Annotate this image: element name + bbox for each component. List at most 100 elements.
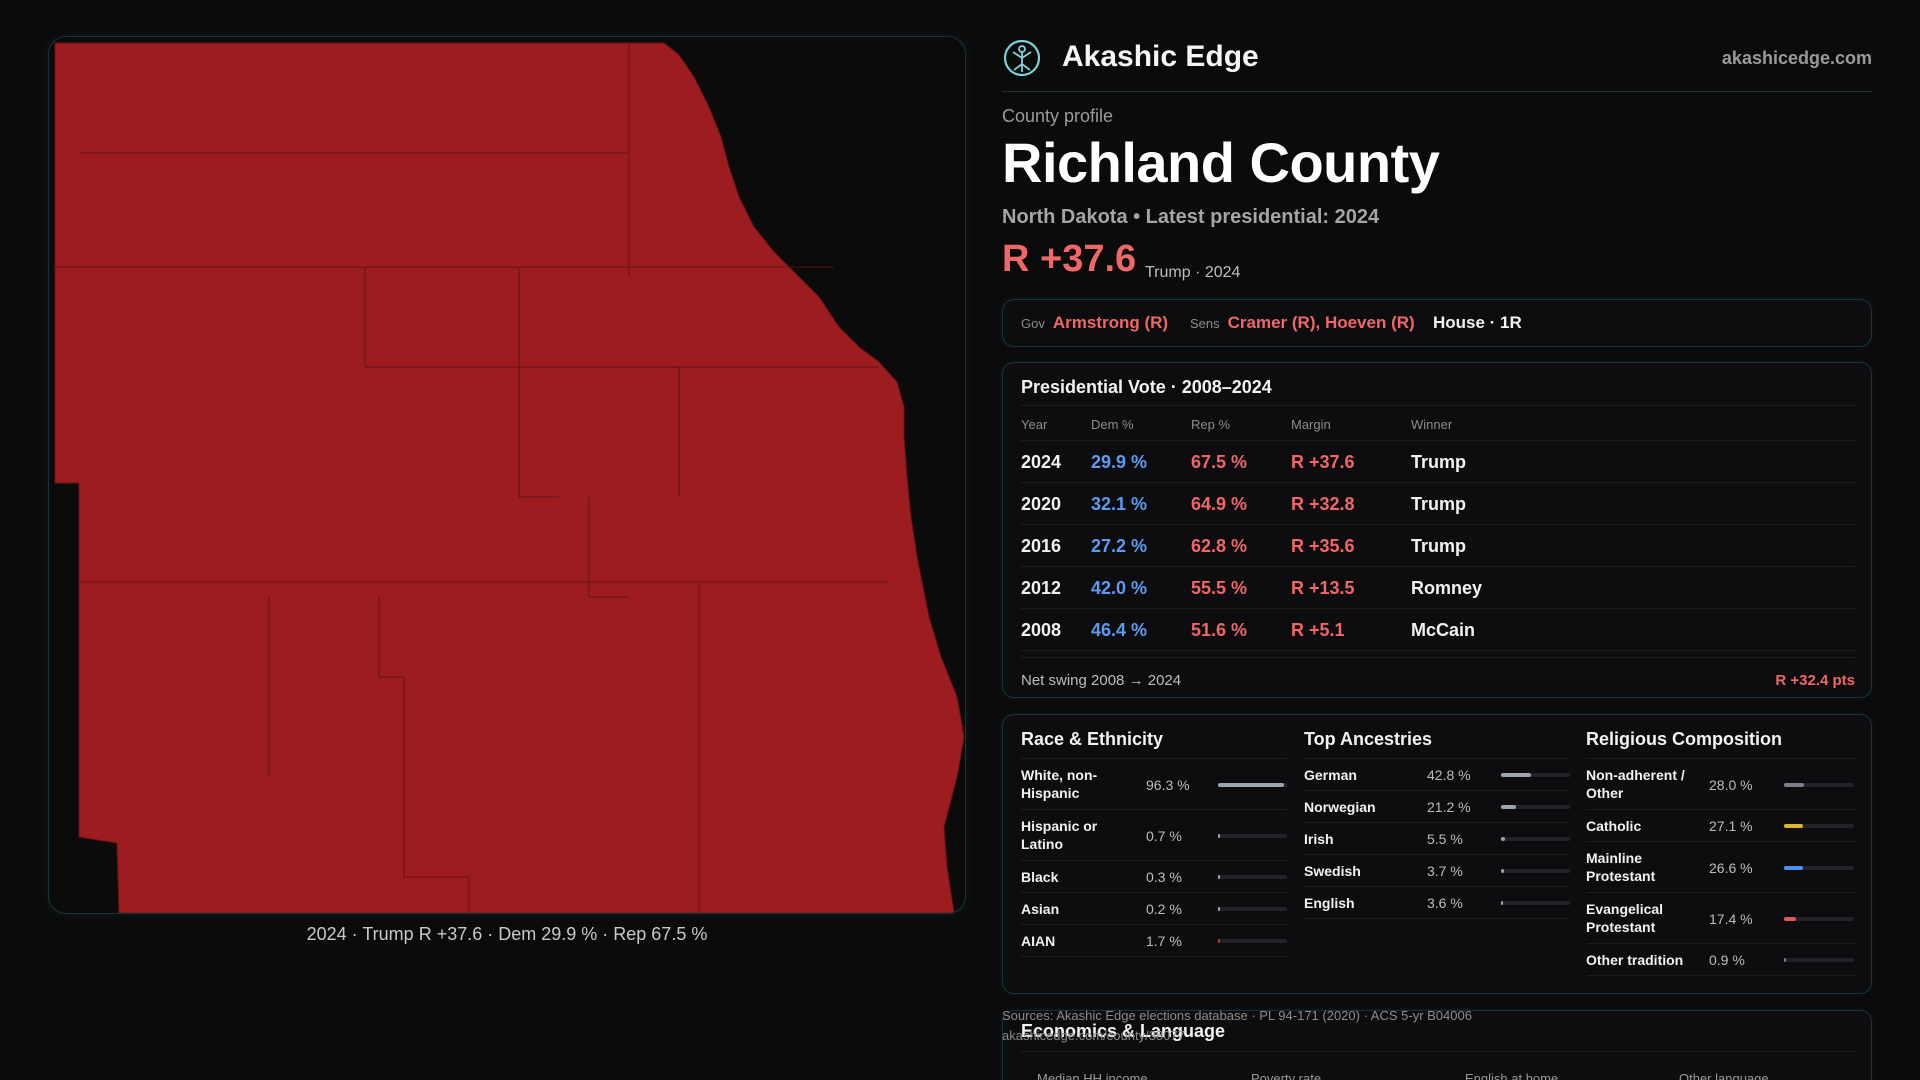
col-winner: Winner bbox=[1411, 417, 1453, 432]
net-swing-label: Net swing 2008 → 2024 bbox=[1021, 672, 1182, 689]
race-percent: 1.7 % bbox=[1146, 933, 1182, 949]
religion-bar-fill bbox=[1784, 824, 1803, 828]
sources-line: Sources: Akashic Edge elections database… bbox=[1002, 1008, 1472, 1023]
governor-label: Gov bbox=[1021, 316, 1045, 331]
religion-row: Other tradition 0.9 % bbox=[1586, 944, 1856, 976]
col-margin: Margin bbox=[1291, 417, 1331, 432]
religion-percent: 26.6 % bbox=[1709, 859, 1753, 876]
senators-value: Cramer (R), Hoeven (R) bbox=[1227, 313, 1415, 332]
row-rep: 51.6 % bbox=[1191, 620, 1248, 640]
race-bar-track bbox=[1218, 833, 1287, 838]
ancestry-bar-track bbox=[1501, 869, 1570, 873]
ancestry-bar-track bbox=[1501, 773, 1570, 777]
table-row: 2008 46.4 % 51.6 % R +5.1 McCain bbox=[1021, 609, 1855, 651]
religion-bar-track bbox=[1784, 958, 1854, 962]
presidential-vote-table: Year Dem % Rep % Margin Winner 2024 29.9… bbox=[1021, 405, 1855, 651]
township-boundaries bbox=[55, 43, 889, 913]
row-year: 2012 bbox=[1021, 578, 1062, 598]
page-title: Richland County bbox=[1002, 131, 1440, 194]
ancestry-bar-fill bbox=[1501, 869, 1504, 873]
col-year: Year bbox=[1021, 417, 1048, 432]
row-dem: 42.0 % bbox=[1091, 578, 1148, 598]
col-dem: Dem % bbox=[1091, 417, 1134, 432]
race-bar-fill bbox=[1218, 875, 1220, 879]
religion-bar-fill bbox=[1784, 916, 1797, 921]
religion-bar-track bbox=[1784, 865, 1854, 870]
row-rep: 64.9 % bbox=[1191, 494, 1248, 514]
race-row: White, non-Hispanic 96.3 % bbox=[1021, 759, 1287, 810]
brand-url-link[interactable]: akashicedge.com bbox=[1721, 48, 1872, 68]
religion-bar-fill bbox=[1784, 782, 1804, 787]
table-header: Year Dem % Rep % Margin Winner bbox=[1021, 405, 1855, 441]
row-year: 2020 bbox=[1021, 494, 1062, 514]
net-swing: Net swing 2008 → 2024 R +32.4 pts bbox=[1021, 657, 1855, 689]
divider bbox=[1021, 1051, 1855, 1052]
race-ethnicity-title: Race & Ethnicity bbox=[1021, 729, 1287, 759]
ancestry-percent: 21.2 % bbox=[1427, 799, 1471, 815]
governor: Gov Armstrong (R) bbox=[1021, 313, 1168, 333]
race-bar-track bbox=[1218, 939, 1287, 943]
row-winner: Trump bbox=[1411, 452, 1467, 472]
religion-bar-track bbox=[1784, 782, 1854, 787]
ancestries-section: Top Ancestries German 42.8 % Norwegian 21.2… bbox=[1304, 729, 1570, 919]
race-label: Black bbox=[1021, 869, 1059, 885]
ancestry-label: Swedish bbox=[1304, 863, 1361, 879]
row-winner: Trump bbox=[1411, 494, 1467, 514]
ancestry-label: German bbox=[1304, 767, 1357, 783]
house-value: House · 1R bbox=[1433, 313, 1522, 332]
race-bar-track bbox=[1218, 875, 1287, 879]
tree-of-life-icon[interactable] bbox=[1002, 38, 1042, 78]
ancestry-percent: 3.6 % bbox=[1427, 895, 1463, 911]
county-map-svg bbox=[54, 42, 965, 913]
religion-row: Non-adherent / Other 28.0 % bbox=[1586, 759, 1856, 810]
row-dem: 29.9 % bbox=[1091, 452, 1148, 472]
race-label: White, non-Hispanic bbox=[1021, 767, 1098, 801]
row-margin: R +13.5 bbox=[1291, 578, 1355, 598]
ancestry-bar-track bbox=[1501, 805, 1570, 809]
ancestry-percent: 3.7 % bbox=[1427, 863, 1463, 879]
race-bar-track bbox=[1218, 782, 1287, 787]
race-ethnicity-section: Race & Ethnicity White, non-Hispanic 96.3… bbox=[1021, 729, 1287, 957]
ancestry-row: English 3.6 % bbox=[1304, 887, 1570, 919]
religion-title: Religious Composition bbox=[1586, 729, 1856, 759]
religion-row: Evangelical Protestant 17.4 % bbox=[1586, 893, 1856, 944]
table-row: 2016 27.2 % 62.8 % R +35.6 Trump bbox=[1021, 525, 1855, 567]
race-percent: 0.2 % bbox=[1146, 901, 1182, 917]
row-rep: 62.8 % bbox=[1191, 536, 1248, 556]
county-map[interactable] bbox=[48, 36, 966, 914]
presidential-vote-card: Presidential Vote · 2008–2024 Year Dem %… bbox=[1002, 362, 1872, 698]
economics-card: Economics & Language Median HH income Po… bbox=[1002, 1010, 1872, 1080]
row-margin: R +35.6 bbox=[1291, 536, 1355, 556]
race-label: Asian bbox=[1021, 901, 1060, 917]
religion-bar-track bbox=[1784, 916, 1854, 921]
econ-label: English at home bbox=[1465, 1071, 1559, 1080]
religion-label: Catholic bbox=[1586, 818, 1642, 834]
col-rep: Rep % bbox=[1191, 417, 1231, 432]
row-margin: R +37.6 bbox=[1291, 452, 1355, 472]
table-row: 2020 32.1 % 64.9 % R +32.8 Trump bbox=[1021, 483, 1855, 525]
race-percent: 0.7 % bbox=[1146, 827, 1182, 844]
religion-row: Catholic 27.1 % bbox=[1586, 810, 1856, 842]
ancestry-row: Swedish 3.7 % bbox=[1304, 855, 1570, 887]
religion-section: Religious Composition Non-adherent / Oth… bbox=[1586, 729, 1856, 976]
race-bar-fill bbox=[1218, 782, 1285, 787]
religion-label: Non-adherent / Other bbox=[1586, 767, 1685, 801]
ancestry-row: German 42.8 % bbox=[1304, 759, 1570, 791]
presidential-vote-title: Presidential Vote · 2008–2024 bbox=[1021, 377, 1272, 397]
county-profile-panel: Akashic Edge akashicedge.com County prof… bbox=[1002, 0, 1872, 1080]
ancestry-bar-track bbox=[1501, 837, 1570, 841]
ancestry-bar-fill bbox=[1501, 773, 1531, 777]
row-year: 2024 bbox=[1021, 452, 1062, 472]
race-bar-fill bbox=[1218, 907, 1220, 911]
brand-name[interactable]: Akashic Edge bbox=[1062, 40, 1259, 73]
net-swing-value: R +32.4 pts bbox=[1775, 672, 1855, 689]
county-url-link[interactable]: akashicedge.com/county/38077 bbox=[1002, 1028, 1185, 1043]
latest-margin: R +37.6 bbox=[1002, 238, 1137, 280]
race-row: Asian 0.2 % bbox=[1021, 893, 1287, 925]
ancestry-row: Norwegian 21.2 % bbox=[1304, 791, 1570, 823]
row-dem: 27.2 % bbox=[1091, 536, 1148, 556]
row-winner: McCain bbox=[1411, 620, 1476, 640]
religion-bar-fill bbox=[1784, 958, 1786, 962]
econ-label: Poverty rate bbox=[1251, 1071, 1322, 1080]
county-shape[interactable] bbox=[54, 42, 965, 913]
